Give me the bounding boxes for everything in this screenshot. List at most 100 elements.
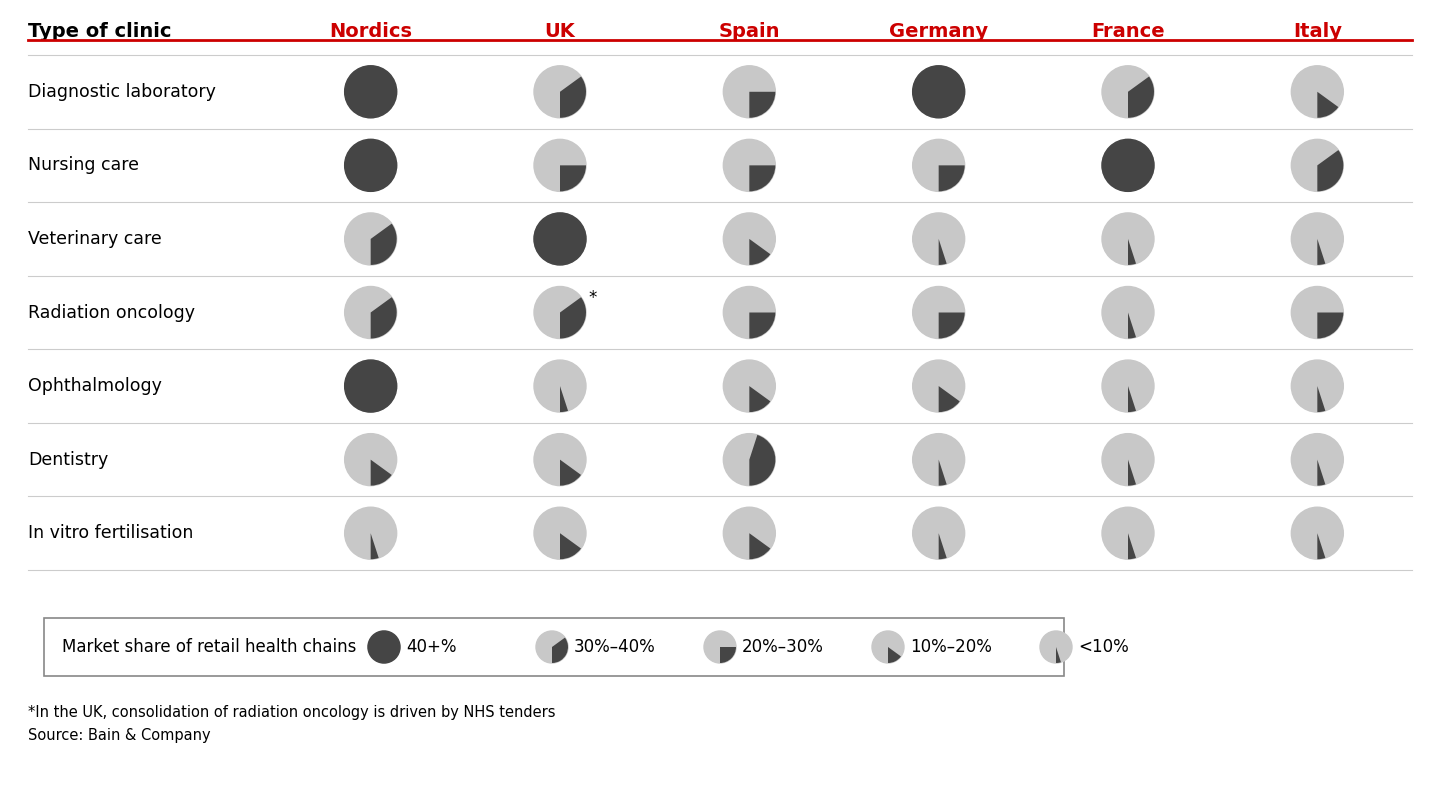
Wedge shape bbox=[1318, 150, 1344, 191]
Circle shape bbox=[1292, 287, 1344, 339]
Wedge shape bbox=[720, 647, 736, 663]
Text: Market share of retail health chains: Market share of retail health chains bbox=[62, 638, 356, 656]
Text: Dentistry: Dentistry bbox=[27, 450, 108, 469]
Text: Nordics: Nordics bbox=[330, 22, 412, 41]
Text: Ophthalmology: Ophthalmology bbox=[27, 377, 161, 395]
Text: In vitro fertilisation: In vitro fertilisation bbox=[27, 524, 193, 542]
Wedge shape bbox=[370, 459, 392, 486]
Wedge shape bbox=[370, 224, 396, 265]
Wedge shape bbox=[749, 435, 775, 486]
Circle shape bbox=[1102, 139, 1153, 191]
Wedge shape bbox=[1056, 647, 1061, 663]
Circle shape bbox=[913, 66, 965, 117]
Text: Veterinary care: Veterinary care bbox=[27, 230, 161, 248]
Circle shape bbox=[344, 360, 396, 412]
Wedge shape bbox=[1128, 459, 1136, 486]
Circle shape bbox=[534, 213, 586, 265]
Circle shape bbox=[913, 139, 965, 191]
Wedge shape bbox=[749, 92, 775, 117]
Text: Italy: Italy bbox=[1293, 22, 1342, 41]
Circle shape bbox=[913, 360, 965, 412]
Circle shape bbox=[344, 66, 396, 117]
Wedge shape bbox=[560, 459, 580, 486]
Wedge shape bbox=[939, 386, 959, 412]
Circle shape bbox=[534, 213, 586, 265]
Wedge shape bbox=[1128, 386, 1136, 412]
Circle shape bbox=[344, 287, 396, 339]
Wedge shape bbox=[1128, 533, 1136, 559]
Circle shape bbox=[344, 360, 396, 412]
Circle shape bbox=[534, 66, 586, 117]
Circle shape bbox=[723, 360, 775, 412]
Text: Radiation oncology: Radiation oncology bbox=[27, 304, 194, 322]
Circle shape bbox=[344, 66, 396, 117]
Circle shape bbox=[534, 139, 586, 191]
Circle shape bbox=[1102, 66, 1153, 117]
Wedge shape bbox=[888, 647, 901, 663]
Wedge shape bbox=[939, 313, 965, 339]
Wedge shape bbox=[560, 533, 580, 559]
Wedge shape bbox=[749, 386, 770, 412]
Circle shape bbox=[1102, 213, 1153, 265]
Circle shape bbox=[1292, 213, 1344, 265]
Circle shape bbox=[1292, 507, 1344, 559]
Circle shape bbox=[369, 631, 400, 663]
Wedge shape bbox=[1128, 76, 1153, 117]
Circle shape bbox=[723, 507, 775, 559]
Circle shape bbox=[344, 139, 396, 191]
Wedge shape bbox=[1318, 239, 1325, 265]
Text: 40+%: 40+% bbox=[406, 638, 456, 656]
Circle shape bbox=[723, 213, 775, 265]
Wedge shape bbox=[749, 239, 770, 265]
Wedge shape bbox=[1318, 459, 1325, 486]
Circle shape bbox=[344, 139, 396, 191]
Circle shape bbox=[1292, 66, 1344, 117]
Circle shape bbox=[344, 213, 396, 265]
Circle shape bbox=[913, 66, 965, 117]
Circle shape bbox=[1292, 139, 1344, 191]
Circle shape bbox=[723, 66, 775, 117]
Text: France: France bbox=[1092, 22, 1165, 41]
Circle shape bbox=[913, 287, 965, 339]
Text: 20%–30%: 20%–30% bbox=[742, 638, 824, 656]
Wedge shape bbox=[749, 313, 775, 339]
Circle shape bbox=[723, 433, 775, 486]
Circle shape bbox=[534, 287, 586, 339]
Circle shape bbox=[534, 507, 586, 559]
Wedge shape bbox=[749, 533, 770, 559]
Wedge shape bbox=[370, 533, 379, 559]
Circle shape bbox=[534, 360, 586, 412]
Wedge shape bbox=[560, 165, 586, 191]
Wedge shape bbox=[1318, 386, 1325, 412]
Text: 10%–20%: 10%–20% bbox=[910, 638, 992, 656]
Wedge shape bbox=[560, 76, 586, 117]
Wedge shape bbox=[560, 386, 567, 412]
Circle shape bbox=[536, 631, 567, 663]
Wedge shape bbox=[552, 637, 567, 663]
Wedge shape bbox=[1318, 533, 1325, 559]
Wedge shape bbox=[939, 239, 946, 265]
Circle shape bbox=[723, 139, 775, 191]
Text: *In the UK, consolidation of radiation oncology is driven by NHS tenders: *In the UK, consolidation of radiation o… bbox=[27, 705, 556, 720]
FancyBboxPatch shape bbox=[45, 618, 1064, 676]
Circle shape bbox=[704, 631, 736, 663]
Circle shape bbox=[1102, 507, 1153, 559]
Text: <10%: <10% bbox=[1079, 638, 1129, 656]
Circle shape bbox=[1040, 631, 1071, 663]
Text: *: * bbox=[588, 288, 596, 306]
Text: UK: UK bbox=[544, 22, 576, 41]
Circle shape bbox=[344, 433, 396, 486]
Text: Diagnostic laboratory: Diagnostic laboratory bbox=[27, 83, 216, 100]
Wedge shape bbox=[1318, 92, 1338, 117]
Circle shape bbox=[1292, 433, 1344, 486]
Text: Type of clinic: Type of clinic bbox=[27, 22, 171, 41]
Circle shape bbox=[1102, 360, 1153, 412]
Circle shape bbox=[1102, 433, 1153, 486]
Circle shape bbox=[1102, 287, 1153, 339]
Text: Nursing care: Nursing care bbox=[27, 156, 140, 174]
Wedge shape bbox=[370, 297, 396, 339]
Circle shape bbox=[723, 287, 775, 339]
Circle shape bbox=[369, 631, 400, 663]
Circle shape bbox=[913, 213, 965, 265]
Wedge shape bbox=[749, 165, 775, 191]
